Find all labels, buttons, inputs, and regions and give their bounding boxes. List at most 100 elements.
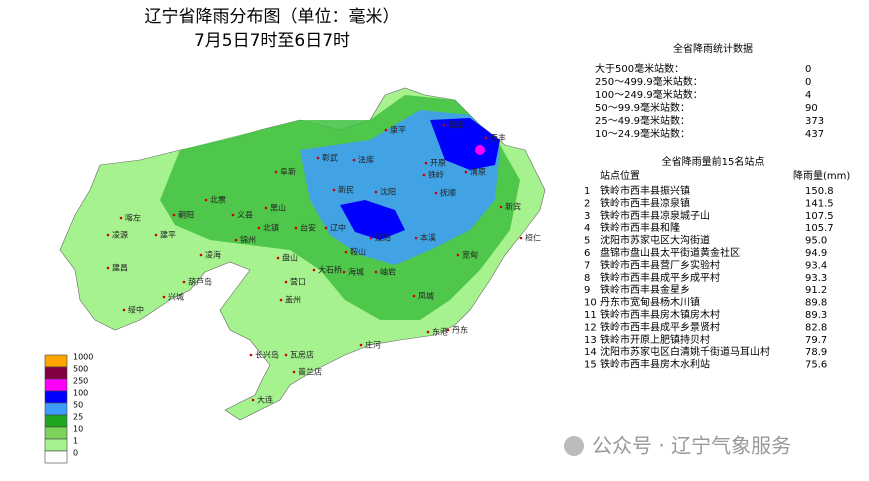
province-map xyxy=(59,87,546,421)
city-label: 沈阳 xyxy=(380,187,396,197)
rank: 11 xyxy=(584,310,597,321)
legend-swatch xyxy=(44,450,68,464)
city-dot xyxy=(442,123,446,127)
city-dot xyxy=(204,198,208,202)
rainfall: 75.6 xyxy=(805,360,827,371)
city-label: 本溪 xyxy=(420,233,436,243)
city-dot xyxy=(499,205,503,209)
legend-swatch xyxy=(44,366,68,380)
city-label: 朝阳 xyxy=(178,211,194,220)
rainfall: 150.8 xyxy=(805,186,834,197)
city-dot xyxy=(384,128,388,132)
station: 铁岭市西丰县凉泉镇 xyxy=(600,196,690,209)
city-dot xyxy=(332,188,336,192)
rainfall: 79.7 xyxy=(805,335,827,346)
city-dot xyxy=(284,353,288,357)
station: 丹东市宽甸县杨木川镇 xyxy=(600,296,700,309)
station: 铁岭市西丰县凉泉城子山 xyxy=(600,209,710,222)
legend-label: 0 xyxy=(73,449,78,458)
legend-label: 1 xyxy=(73,437,78,446)
legend-swatch xyxy=(44,402,68,416)
city-label: 建平 xyxy=(160,230,176,240)
legend-label: 500 xyxy=(73,365,88,374)
city-dot xyxy=(344,250,348,254)
legend-swatch xyxy=(44,426,68,440)
stats-value: 437 xyxy=(805,129,824,140)
rainfall: 91.2 xyxy=(805,285,827,296)
rain-zone xyxy=(475,145,485,155)
station: 铁岭市西丰县振兴镇 xyxy=(600,184,690,197)
city-dot xyxy=(154,233,158,237)
station: 铁岭市西丰县房木水利站 xyxy=(600,358,710,371)
stats-title: 全省降雨统计数据 xyxy=(673,42,753,55)
rank: 7 xyxy=(584,260,590,271)
rainfall: 89.8 xyxy=(805,298,827,309)
top15-title: 全省降雨量前15名站点 xyxy=(662,155,765,168)
city-label: 大石桥 xyxy=(318,265,342,275)
stats-label: 250～499.9毫米站数： xyxy=(595,75,703,88)
city-label: 彰武 xyxy=(322,153,338,163)
city-label: 抚顺 xyxy=(440,188,456,198)
city-dot xyxy=(264,206,268,210)
stats-label: 大于500毫米站数： xyxy=(595,62,684,75)
city-label: 丹东 xyxy=(452,325,468,335)
city-label: 凌海 xyxy=(205,250,221,260)
city-label: 锦州 xyxy=(240,235,256,245)
city-dot xyxy=(106,233,110,237)
rank: 15 xyxy=(584,360,597,371)
city-label: 庄河 xyxy=(365,340,381,350)
rank: 5 xyxy=(584,236,590,247)
legend-label: 50 xyxy=(73,401,83,410)
city-dot xyxy=(434,191,438,195)
city-dot xyxy=(464,170,468,174)
city-dot xyxy=(249,353,253,357)
city-dot xyxy=(426,330,430,334)
legend-label: 1000 xyxy=(73,353,93,362)
rank: 4 xyxy=(584,223,590,234)
stats-label: 10～24.9毫米站数： xyxy=(595,127,690,140)
col-header: 站点位置 xyxy=(600,169,640,182)
city-label: 新民 xyxy=(338,185,354,195)
legend-label: 10 xyxy=(73,425,83,434)
city-dot xyxy=(172,213,176,217)
city-label: 北镇 xyxy=(263,223,279,233)
city-dot xyxy=(106,266,110,270)
city-dot xyxy=(414,236,418,240)
city-dot xyxy=(342,270,346,274)
subtitle: 7月5日7时至6日7时 xyxy=(194,31,350,51)
city-dot xyxy=(251,398,255,402)
city-dot xyxy=(374,190,378,194)
city-dot xyxy=(352,158,356,162)
city-label: 海城 xyxy=(348,267,364,277)
city-label: 开原 xyxy=(430,159,446,168)
city-label: 葫芦岛 xyxy=(188,277,212,287)
city-label: 盖州 xyxy=(285,295,301,305)
station: 铁岭市西丰县金星乡 xyxy=(600,283,690,296)
city-label: 盘山 xyxy=(282,253,298,263)
rainfall: 78.9 xyxy=(805,347,827,358)
city-dot xyxy=(231,213,235,217)
city-label: 宽甸 xyxy=(462,250,478,260)
station: 铁岭市西丰县营厂乡实验村 xyxy=(600,258,720,271)
rank: 2 xyxy=(584,198,590,209)
stats-value: 90 xyxy=(805,103,818,114)
city-label: 兴城 xyxy=(168,293,184,302)
city-label: 北票 xyxy=(210,196,226,205)
legend-swatch xyxy=(44,378,68,392)
stats-label: 100～249.9毫米站数： xyxy=(595,88,703,101)
rank: 14 xyxy=(584,347,597,358)
city-label: 西丰 xyxy=(490,133,506,143)
city-label: 大连 xyxy=(257,395,273,405)
station: 沈阳市苏家屯区大沟街道 xyxy=(600,234,710,247)
city-dot xyxy=(424,161,428,165)
city-label: 营口 xyxy=(290,277,306,287)
city-label: 凤城 xyxy=(418,292,434,301)
city-dot xyxy=(374,270,378,274)
rank: 10 xyxy=(584,298,597,309)
city-dot xyxy=(324,226,328,230)
legend-label: 25 xyxy=(73,413,83,422)
station: 盘锦市盘山县太平街道黄金社区 xyxy=(600,246,740,259)
col-header: 降雨量(mm) xyxy=(793,169,850,182)
station: 铁岭市西丰县房木镇房木村 xyxy=(600,308,720,321)
